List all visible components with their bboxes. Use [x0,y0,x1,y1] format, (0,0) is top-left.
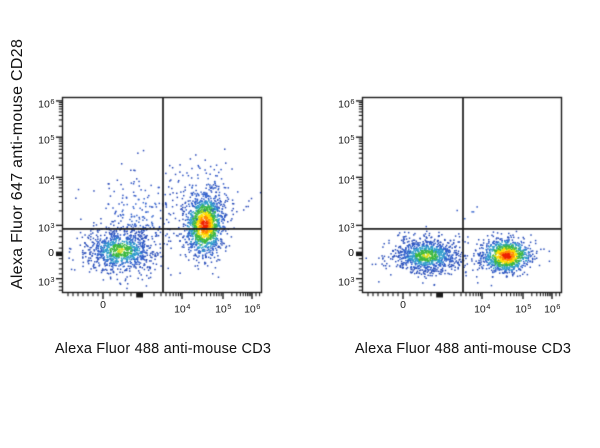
right-panel-x-axis-title: Alexa Fluor 488 anti-mouse CD3 [354,341,572,357]
left-panel-y-axis-title: Alexa Fluor 647 anti-mouse CD28 [9,38,26,290]
left-panel-x-axis-title: Alexa Fluor 488 anti-mouse CD3 [54,341,272,357]
